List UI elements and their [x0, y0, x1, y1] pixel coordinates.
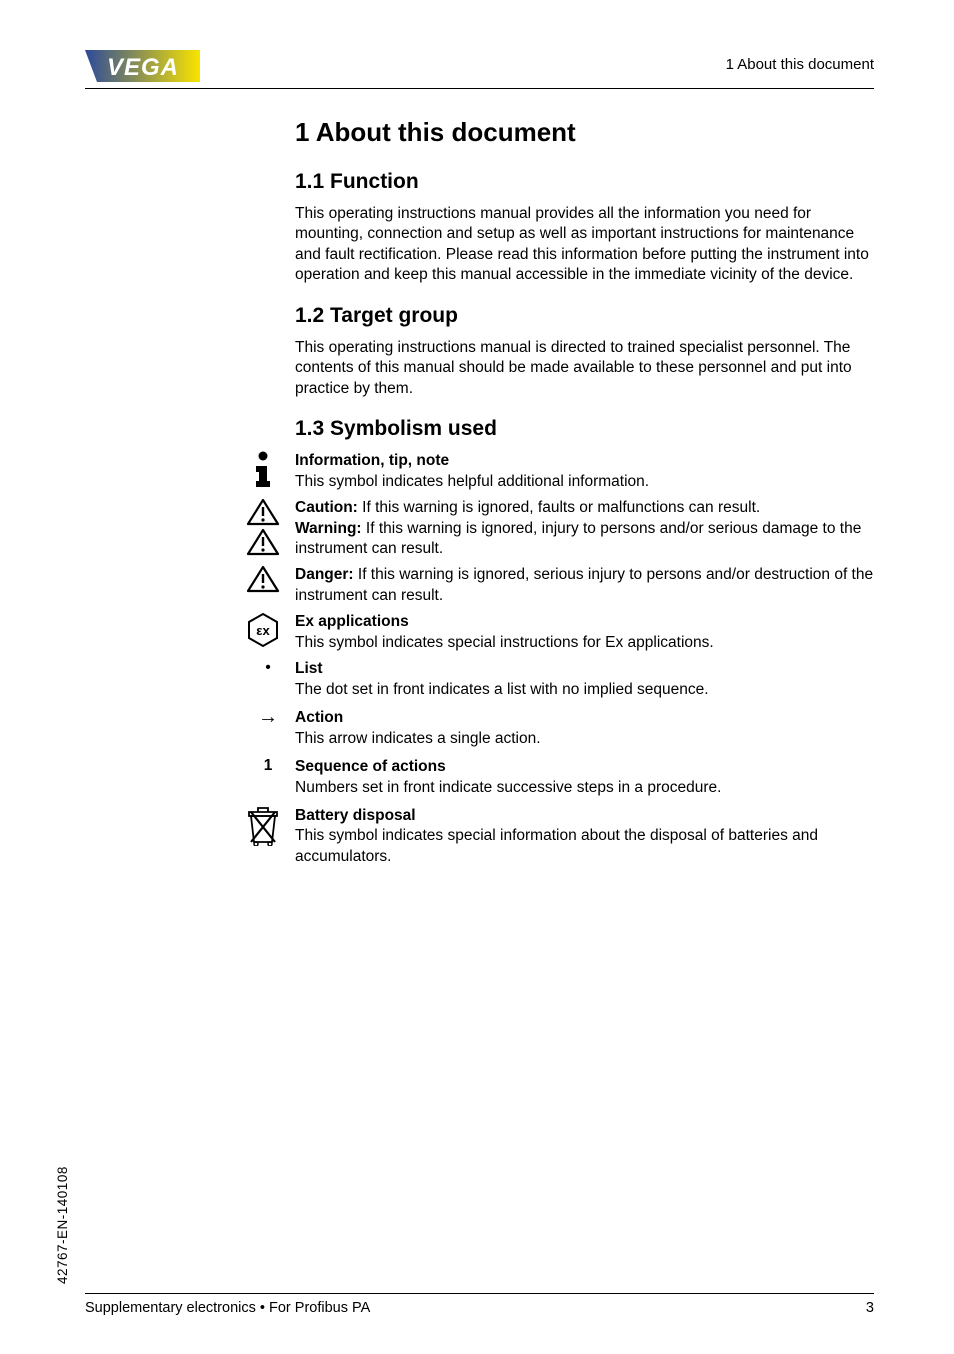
symbol-battery: Battery disposal This symbol indicates s… — [295, 806, 874, 867]
symbol-list: • List The dot set in front indicates a … — [295, 659, 874, 700]
page-footer: Supplementary electronics • For Profibus… — [85, 1293, 874, 1316]
sequence-marker: 1 — [251, 757, 285, 775]
header-section-label: 1 About this document — [726, 50, 874, 73]
symbol-caution-warning: Caution: If this warning is ignored, fau… — [295, 498, 874, 559]
symbol-sequence: 1 Sequence of actions Numbers set in fro… — [295, 757, 874, 798]
document-code: 42767-EN-140108 — [55, 1166, 70, 1284]
info-text: This symbol indicates helpful additional… — [295, 472, 874, 492]
sequence-label: Sequence of actions — [295, 757, 874, 777]
para-target-group: This operating instructions manual is di… — [295, 338, 874, 399]
info-label: Information, tip, note — [295, 451, 874, 471]
danger-text: Danger: If this warning is ignored, seri… — [295, 565, 874, 606]
ex-label: Ex applications — [295, 612, 874, 632]
danger-bold: Danger: — [295, 566, 354, 583]
vega-logo: VEGA — [85, 50, 200, 82]
heading-1-3: 1.3 Symbolism used — [295, 417, 874, 441]
warning-bold: Warning: — [295, 520, 362, 537]
action-text: This arrow indicates a single action. — [295, 729, 874, 749]
info-icon — [241, 451, 285, 489]
warning-body: If this warning is ignored, injury to pe… — [295, 520, 861, 557]
battery-disposal-icon — [241, 806, 285, 846]
page-header: VEGA 1 About this document — [85, 50, 874, 89]
battery-text: This symbol indicates special informatio… — [295, 826, 874, 867]
list-marker: • — [251, 659, 285, 677]
list-text: The dot set in front indicates a list wi… — [295, 680, 874, 700]
footer-page-number: 3 — [866, 1300, 874, 1316]
svg-text:VEGA: VEGA — [107, 54, 179, 81]
symbol-ex: εx Ex applications This symbol indicates… — [295, 612, 874, 653]
caution-bold: Caution: — [295, 499, 358, 516]
action-label: Action — [295, 708, 874, 728]
footer-left: Supplementary electronics • For Profibus… — [85, 1300, 370, 1316]
battery-label: Battery disposal — [295, 806, 874, 826]
symbol-danger: Danger: If this warning is ignored, seri… — [295, 565, 874, 606]
list-label: List — [295, 659, 874, 679]
heading-1-2: 1.2 Target group — [295, 304, 874, 328]
danger-body: If this warning is ignored, serious inju… — [295, 566, 873, 603]
ex-icon: εx — [241, 612, 285, 648]
caution-text: Caution: If this warning is ignored, fau… — [295, 498, 874, 518]
warning-text: Warning: If this warning is ignored, inj… — [295, 519, 874, 560]
para-function: This operating instructions manual provi… — [295, 204, 874, 286]
action-marker: → — [251, 706, 285, 729]
caution-warning-icon — [241, 498, 285, 556]
symbol-information: Information, tip, note This symbol indic… — [295, 451, 874, 492]
danger-icon — [241, 565, 285, 593]
sequence-text: Numbers set in front indicate successive… — [295, 778, 874, 798]
caution-body: If this warning is ignored, faults or ma… — [358, 499, 760, 516]
svg-text:εx: εx — [256, 623, 270, 638]
heading-1-1: 1.1 Function — [295, 170, 874, 194]
heading-1: 1 About this document — [295, 117, 874, 148]
main-content: 1 About this document 1.1 Function This … — [295, 117, 874, 867]
symbol-action: → Action This arrow indicates a single a… — [295, 708, 874, 749]
ex-text: This symbol indicates special instructio… — [295, 633, 874, 653]
